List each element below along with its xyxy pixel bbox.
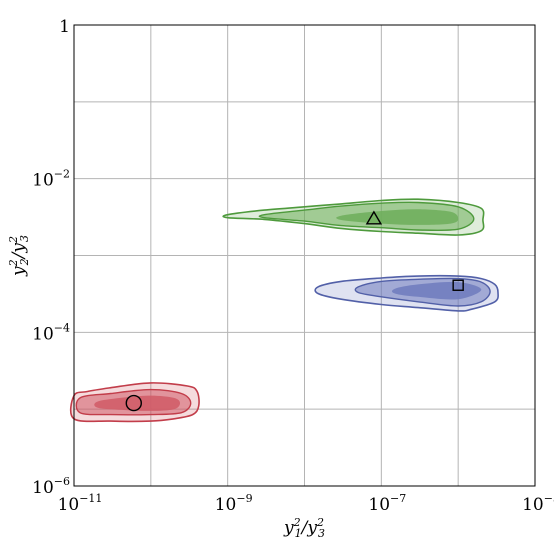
square-marker [452,279,464,291]
triangle-marker [365,210,383,225]
y-tick-label: 10−6 [32,475,70,498]
best-fit-markers [125,210,464,412]
x-tick-label: 10−5 [522,492,554,515]
plot-frame [73,24,536,487]
region-inner-contour [391,281,482,300]
y-tick-label: 1 [59,17,70,37]
circle-marker [125,394,142,412]
region-inner-contour [336,209,459,225]
y-tick-label: 10−4 [32,321,70,344]
x-tick-labels: 10−11 10−9 10−7 10−5 [58,492,554,515]
y-tick-labels: 10−6 10−4 10−2 1 [32,17,70,498]
x-tick-label: 10−9 [215,492,253,515]
credible-regions [69,198,499,423]
region-inner-contour [94,395,180,411]
y-axis-label: y22/y23 [7,235,31,277]
x-tick-label: 10−11 [58,492,103,515]
y-tick-label: 10−2 [32,168,70,191]
x-axis-label: y2 1/y2 3 [283,516,325,540]
x-tick-label: 10−7 [368,492,406,515]
